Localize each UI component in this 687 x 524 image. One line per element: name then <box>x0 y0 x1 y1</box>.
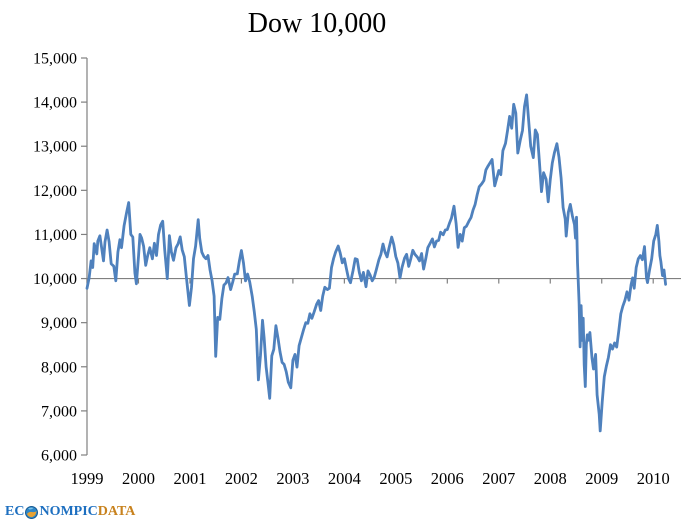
y-tick-label: 10,000 <box>33 271 77 288</box>
logo-text-ec: EC <box>5 504 25 519</box>
y-tick-label: 12,000 <box>33 183 77 200</box>
econompic-logo: EC NOMPIC DATA <box>5 504 135 520</box>
x-tick-label: 2005 <box>379 469 412 488</box>
logo-text-nompic: NOMPIC <box>39 504 98 519</box>
x-tick-label: 2010 <box>637 469 670 488</box>
x-tick-label: 2001 <box>173 469 206 488</box>
dow-series-line <box>85 93 667 433</box>
x-tick-label: 2004 <box>328 469 361 488</box>
x-tick-label: 2006 <box>431 469 464 488</box>
x-tick-label: 2002 <box>225 469 258 488</box>
y-tick-label: 11,000 <box>34 227 77 244</box>
x-tick-label: 1999 <box>71 469 104 488</box>
x-tick-label: 2007 <box>482 469 515 488</box>
chart-title: Dow 10,000 <box>247 8 387 39</box>
x-tick-label: 2009 <box>585 469 618 488</box>
y-tick-label: 6,000 <box>41 448 77 465</box>
y-tick-label: 7,000 <box>41 403 77 420</box>
logo-text-data: DATA <box>97 504 136 519</box>
y-tick-label: 15,000 <box>33 51 77 68</box>
x-tick-label: 2000 <box>122 469 155 488</box>
x-tick-label: 2008 <box>534 469 567 488</box>
globe-icon <box>25 505 39 519</box>
x-tick-label: 2003 <box>276 469 309 488</box>
y-tick-label: 9,000 <box>41 315 77 332</box>
y-tick-label: 13,000 <box>33 139 77 156</box>
y-tick-label: 14,000 <box>33 95 77 112</box>
y-tick-label: 8,000 <box>41 359 77 376</box>
